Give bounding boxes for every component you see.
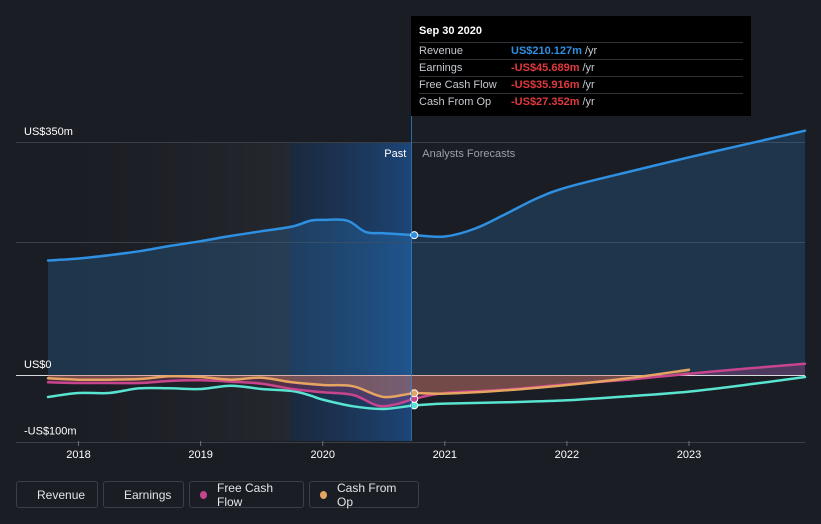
legend-revenue-button[interactable]: Revenue [16, 481, 98, 508]
x-tick-label: 2021 [433, 449, 457, 461]
past-region-shade [48, 142, 290, 441]
y-tick-label: US$0 [24, 359, 52, 371]
tooltip-value: -US$45.689m [511, 62, 580, 74]
legend-earnings-button[interactable]: Earnings [103, 481, 184, 508]
x-tick-label: 2018 [66, 449, 90, 461]
y-tick-label: -US$100m [24, 426, 77, 438]
tooltip-value: -US$35.916m [511, 79, 580, 91]
tooltip: Sep 30 2020 Revenue US$210.127m/yr Earning… [411, 16, 751, 116]
cash-from-op-line [46, 368, 691, 399]
y-tick-label: US$350m [24, 126, 73, 138]
legend-cash-from-op-button[interactable]: Cash From Op [309, 480, 419, 509]
x-tick-label: 2020 [310, 449, 334, 461]
tooltip-unit: /yr [582, 79, 595, 91]
tooltip-unit: /yr [584, 45, 598, 57]
legend-dot-icon [320, 490, 328, 499]
earnings-line [46, 375, 807, 411]
legend-label: Cash From Op [337, 480, 397, 509]
tooltip-row-earnings: Earnings -US$45.689m/yr [419, 59, 743, 76]
tooltip-unit: /yr [582, 96, 595, 108]
tooltip-row-free-cash-flow: Free Cash Flow -US$35.916m/yr [419, 76, 743, 93]
legend-label: Earnings [124, 487, 172, 502]
revenue-line [46, 129, 807, 262]
legend-dot-icon [200, 490, 207, 499]
tooltip-label: Revenue [419, 45, 464, 57]
x-tick-label: 2022 [555, 449, 579, 461]
tooltip-value: US$210.127m [511, 45, 582, 57]
tooltip-label: Earnings [419, 62, 463, 74]
tooltip-row-cash-from-op: Cash From Op -US$27.352m/yr [419, 93, 743, 110]
revenue-marker[interactable] [410, 231, 419, 240]
legend-free-cash-flow-button[interactable]: Free Cash Flow [189, 480, 304, 509]
tooltip-label: Free Cash Flow [419, 79, 497, 91]
tooltip-unit: /yr [582, 62, 595, 74]
legend-label: Revenue [37, 487, 86, 502]
past-label: Past [384, 148, 406, 160]
tooltip-row-revenue: Revenue US$210.127m/yr [419, 42, 743, 59]
tooltip-label: Cash From Op [419, 96, 492, 108]
x-tick-label: 2019 [188, 449, 212, 461]
legend-label: Free Cash Flow [216, 480, 274, 509]
free-cash-flow-area [48, 363, 805, 407]
tooltip-date: Sep 30 2020 [419, 25, 482, 37]
x-tick-label: 2023 [677, 449, 701, 461]
revenue-area [48, 130, 805, 375]
cash-from-op-marker[interactable] [410, 389, 419, 398]
forecast-label: Analysts Forecasts [422, 148, 515, 160]
tooltip-value: -US$27.352m [511, 96, 580, 108]
